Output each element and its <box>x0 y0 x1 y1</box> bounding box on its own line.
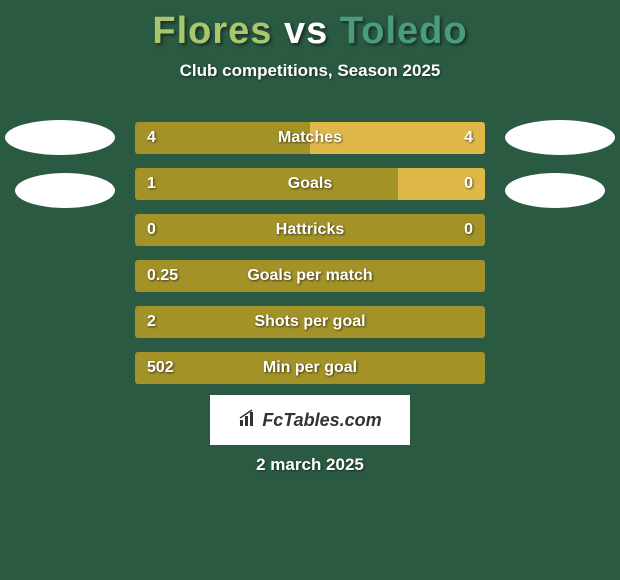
stat-row-matches: 4 Matches 4 <box>135 122 485 154</box>
player1-name: Flores <box>152 10 272 52</box>
stat-row-hattricks: 0 Hattricks 0 <box>135 214 485 246</box>
stat-label: Min per goal <box>263 359 357 377</box>
stat-row-shots-per-goal: 2 Shots per goal <box>135 306 485 338</box>
vs-text: vs <box>284 10 328 52</box>
chart-icon <box>238 408 258 433</box>
player1-avatar <box>5 120 115 155</box>
player1-avatar-shadow <box>15 173 115 208</box>
stat-value-right: 0 <box>464 221 473 239</box>
stat-label: Goals <box>288 175 332 193</box>
stat-row-goals-per-match: 0.25 Goals per match <box>135 260 485 292</box>
player2-name: Toledo <box>340 10 468 52</box>
logo-text: FcTables.com <box>262 410 381 431</box>
stat-row-min-per-goal: 502 Min per goal <box>135 352 485 384</box>
stat-bar-left <box>135 168 398 200</box>
stat-label: Hattricks <box>276 221 344 239</box>
stat-label: Goals per match <box>247 267 372 285</box>
stat-row-goals: 1 Goals 0 <box>135 168 485 200</box>
stat-value-left: 2 <box>147 313 156 331</box>
stat-value-left: 4 <box>147 129 156 147</box>
stat-value-left: 1 <box>147 175 156 193</box>
comparison-title: Flores vs Toledo <box>0 0 620 53</box>
date-text: 2 march 2025 <box>256 455 364 475</box>
stat-value-right: 0 <box>464 175 473 193</box>
stat-label: Matches <box>278 129 342 147</box>
stat-value-left: 0.25 <box>147 267 178 285</box>
stat-label: Shots per goal <box>254 313 365 331</box>
fctables-logo: FcTables.com <box>210 395 410 445</box>
stat-value-left: 502 <box>147 359 174 377</box>
subtitle-text: Club competitions, Season 2025 <box>0 61 620 81</box>
stats-container: 4 Matches 4 1 Goals 0 0 Hattricks 0 0.25… <box>135 122 485 398</box>
player2-avatar-shadow <box>505 173 605 208</box>
stat-value-left: 0 <box>147 221 156 239</box>
player2-avatar <box>505 120 615 155</box>
stat-value-right: 4 <box>464 129 473 147</box>
